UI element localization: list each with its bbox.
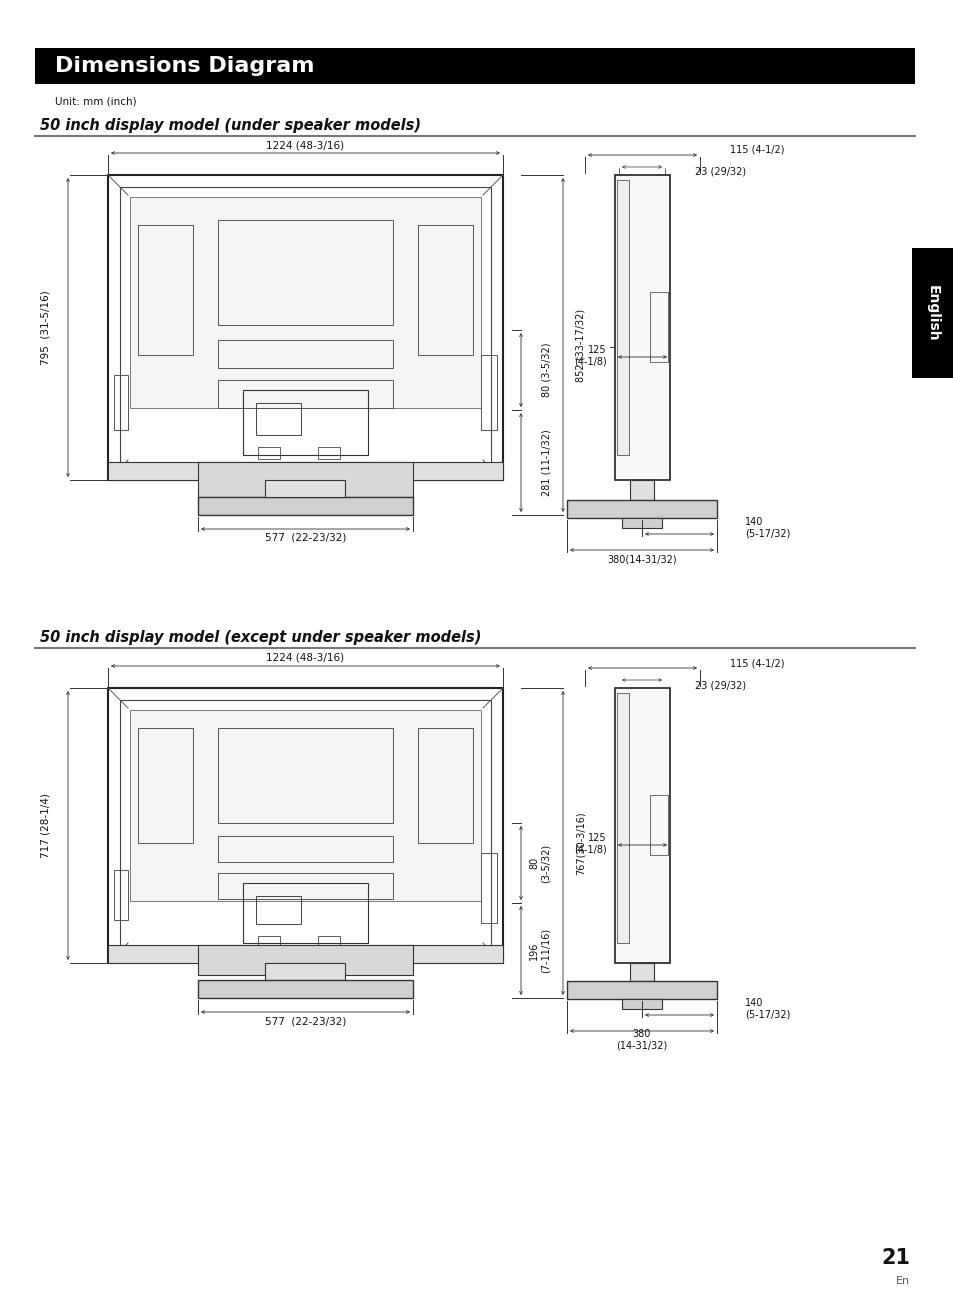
Bar <box>615 175 669 480</box>
Bar <box>138 225 193 355</box>
Text: 125
(4-1/8): 125 (4-1/8) <box>574 345 606 367</box>
Text: 577  (22-23/32): 577 (22-23/32) <box>265 1016 346 1026</box>
Bar <box>265 963 345 980</box>
Bar <box>198 462 413 497</box>
Text: English: English <box>925 284 939 341</box>
Bar <box>35 47 914 84</box>
Text: 1224 (48-3/16): 1224 (48-3/16) <box>266 653 344 663</box>
Bar <box>257 936 280 948</box>
Bar <box>138 728 193 844</box>
Text: 196
(7-11/16): 196 (7-11/16) <box>529 928 550 973</box>
Text: Unit: mm (inch): Unit: mm (inch) <box>55 97 136 107</box>
Bar <box>629 480 654 500</box>
Bar <box>255 403 301 436</box>
Bar <box>617 694 628 944</box>
Text: 140
(5-17/32): 140 (5-17/32) <box>744 517 789 538</box>
Text: 717 (28-1/4): 717 (28-1/4) <box>41 794 51 858</box>
Bar <box>265 480 345 497</box>
Text: 125
(4-1/8): 125 (4-1/8) <box>574 833 606 854</box>
Bar <box>130 197 480 408</box>
Text: Dimensions Diagram: Dimensions Diagram <box>55 57 314 76</box>
Bar <box>255 896 301 924</box>
Bar <box>218 728 393 822</box>
Text: 1224 (48-3/16): 1224 (48-3/16) <box>266 139 344 150</box>
Bar <box>113 375 128 430</box>
Text: 281 (11-1/32): 281 (11-1/32) <box>541 429 552 496</box>
Text: 115 (4-1/2): 115 (4-1/2) <box>729 145 783 155</box>
Bar <box>615 688 669 963</box>
Bar <box>120 700 491 951</box>
Text: 80 (3-5/32): 80 (3-5/32) <box>541 342 552 397</box>
Bar <box>108 688 502 963</box>
Bar <box>417 225 473 355</box>
Bar <box>621 999 661 1009</box>
Bar <box>130 711 480 901</box>
Bar <box>218 340 393 368</box>
Bar <box>120 187 491 468</box>
Bar <box>317 447 339 459</box>
Text: 380(14-31/32): 380(14-31/32) <box>606 554 676 565</box>
Bar <box>198 980 413 998</box>
Bar <box>417 728 473 844</box>
Bar <box>649 292 667 362</box>
Bar <box>113 870 128 920</box>
Bar <box>617 180 628 455</box>
Text: 50 inch display model (under speaker models): 50 inch display model (under speaker mod… <box>40 118 420 133</box>
Bar <box>108 945 502 963</box>
Bar <box>218 873 393 899</box>
Text: 23 (29/32): 23 (29/32) <box>695 167 745 176</box>
Text: 380
(14-31/32): 380 (14-31/32) <box>616 1029 667 1050</box>
Bar <box>566 500 717 519</box>
Bar <box>257 447 280 459</box>
Text: 767(30-3/16): 767(30-3/16) <box>576 811 585 875</box>
Text: 21: 21 <box>880 1248 909 1269</box>
Text: 23 (29/32): 23 (29/32) <box>695 680 745 690</box>
Bar <box>108 462 502 480</box>
Bar <box>621 519 661 528</box>
Bar <box>198 497 413 515</box>
Bar <box>480 853 497 923</box>
Bar <box>480 355 497 430</box>
Text: 852 (33-17/32): 852 (33-17/32) <box>576 308 585 382</box>
Bar <box>218 220 393 325</box>
Bar <box>218 380 393 408</box>
Text: En: En <box>895 1277 909 1286</box>
Text: 50 inch display model (except under speaker models): 50 inch display model (except under spea… <box>40 630 481 645</box>
Text: 577  (22-23/32): 577 (22-23/32) <box>265 533 346 544</box>
Bar <box>243 390 368 455</box>
Text: 140
(5-17/32): 140 (5-17/32) <box>744 999 789 1020</box>
Bar <box>317 936 339 948</box>
Bar <box>108 175 502 480</box>
Bar <box>649 795 667 855</box>
Text: 80
(3-5/32): 80 (3-5/32) <box>529 844 550 883</box>
Bar <box>243 883 368 944</box>
Bar <box>629 963 654 980</box>
Bar <box>218 836 393 862</box>
Bar <box>911 247 953 378</box>
Bar <box>198 945 413 975</box>
Bar <box>566 980 717 999</box>
Text: 795  (31-5/16): 795 (31-5/16) <box>41 290 51 365</box>
Text: 115 (4-1/2): 115 (4-1/2) <box>729 658 783 669</box>
